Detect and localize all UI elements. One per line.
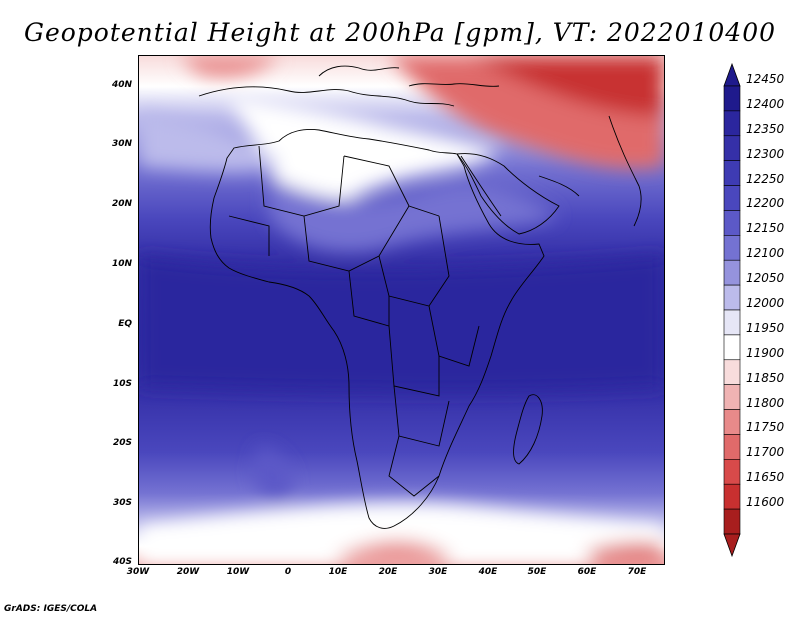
colorbar-swatch xyxy=(723,110,741,137)
colorbar-level-label: 11700 xyxy=(746,445,785,460)
lon-label-20e: 20E xyxy=(378,567,398,577)
colorbar-swatch xyxy=(723,210,741,236)
colorbar-level-label: 12400 xyxy=(746,96,785,111)
lon-label-0: 0 xyxy=(284,567,292,577)
colorbar-swatches xyxy=(723,62,741,558)
colorbar-level-label: 12050 xyxy=(746,271,785,286)
colorbar-level-label: 11650 xyxy=(746,470,785,485)
colorbar-level-label: 12100 xyxy=(746,246,785,261)
colorbar-level-label: 11900 xyxy=(746,345,785,360)
colorbar-level-label: 12250 xyxy=(746,171,785,186)
contour-map xyxy=(139,56,664,564)
lon-label-30e: 30E xyxy=(428,567,448,577)
lat-label-40n: 40N xyxy=(111,80,132,90)
colorbar-level-label: 11950 xyxy=(746,320,785,335)
map-panel xyxy=(138,55,665,565)
colorbar-swatch xyxy=(723,434,741,460)
colorbar-swatch xyxy=(723,185,741,211)
colorbar-level-label: 12300 xyxy=(746,146,785,161)
colorbar-top-arrow xyxy=(723,62,741,87)
colorbar-level-label: 12150 xyxy=(746,221,785,236)
colorbar-swatch xyxy=(723,309,741,336)
colorbar-swatch xyxy=(723,259,741,286)
credit-text: GrADS: IGES/COLA xyxy=(4,604,98,614)
lon-label-50e: 50E xyxy=(527,567,547,577)
coastlines xyxy=(198,65,642,529)
lat-label-30n: 30N xyxy=(111,139,132,149)
lon-label-40e: 40E xyxy=(478,567,498,577)
map-title: Geopotential Height at 200hPa [gpm], VT:… xyxy=(23,18,777,47)
colorbar-bottom-arrow xyxy=(723,533,741,558)
lon-label-20w: 20W xyxy=(176,567,200,577)
colorbar-swatch xyxy=(723,284,741,311)
lon-label-10w: 10W xyxy=(226,567,250,577)
colorbar-level-label: 11850 xyxy=(746,370,785,385)
colorbar-swatch xyxy=(723,384,741,410)
colorbar-swatch xyxy=(723,135,741,161)
height-field-features xyxy=(139,56,664,564)
colorbar-swatch xyxy=(723,85,741,112)
colorbar-level-label: 11800 xyxy=(746,395,785,410)
colorbar-level-label: 12450 xyxy=(746,72,785,86)
colorbar-level-label: 11750 xyxy=(746,420,785,435)
lon-label-70e: 70E xyxy=(627,567,647,577)
lat-label-eq: EQ xyxy=(118,319,132,329)
lat-label-10n: 10N xyxy=(111,259,132,269)
colorbar-swatch xyxy=(723,409,741,435)
colorbar-level-label: 12200 xyxy=(746,196,785,211)
colorbar-rects xyxy=(723,85,741,535)
colorbar-swatch xyxy=(723,359,741,385)
lat-label-40s: 40S xyxy=(112,557,132,567)
lat-label-20s: 20S xyxy=(112,438,132,448)
lon-label-60e: 60E xyxy=(577,567,597,577)
lat-label-20n: 20N xyxy=(111,199,132,209)
colorbar-swatch xyxy=(723,483,741,510)
colorbar xyxy=(722,62,800,558)
colorbar-swatch xyxy=(723,508,741,535)
colorbar-level-label: 11600 xyxy=(746,495,785,510)
lon-label-30w: 30W xyxy=(126,567,150,577)
colorbar-level-label: 12000 xyxy=(746,296,785,310)
lat-label-10s: 10S xyxy=(112,379,132,389)
colorbar-swatch xyxy=(723,160,741,186)
colorbar-swatch xyxy=(723,334,741,361)
lat-label-30s: 30S xyxy=(112,498,132,508)
colorbar-swatch xyxy=(723,459,741,485)
colorbar-level-label: 12350 xyxy=(746,121,785,136)
lon-label-10e: 10E xyxy=(328,567,348,577)
colorbar-swatch xyxy=(723,235,741,261)
